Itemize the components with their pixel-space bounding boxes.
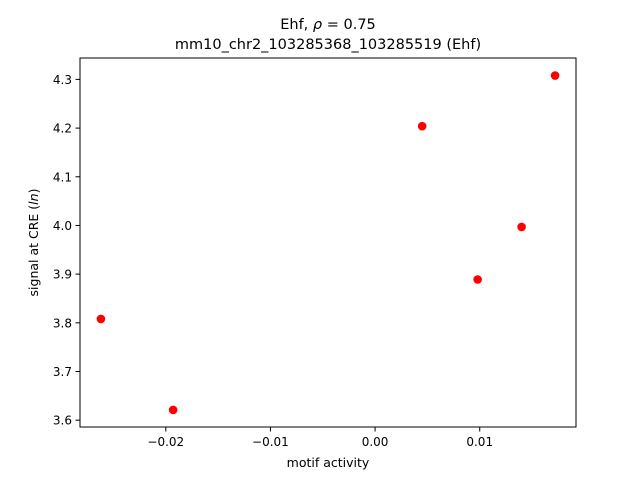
y-tick-label: 4.3 (53, 73, 72, 87)
scatter-point (417, 121, 427, 131)
x-tick-label: −0.02 (147, 435, 184, 449)
y-axis-label: signal at CRE (ln) (26, 189, 41, 297)
y-tick-label: 4.1 (53, 170, 72, 184)
scatter-point (96, 314, 106, 324)
y-tick-label: 4.2 (53, 122, 72, 136)
x-axis: −0.02 −0.01 0.00 0.01 (147, 427, 493, 449)
scatter-point (550, 71, 560, 80)
x-tick-label: −0.01 (252, 435, 289, 449)
chart-title-line1: Ehf, ρ = 0.75 (280, 17, 376, 33)
chart-title-line2: mm10_chr2_103285368_103285519 (Ehf) (175, 37, 481, 53)
y-axis-label-italic: ln (26, 193, 41, 204)
x-axis-label: motif activity (287, 455, 370, 470)
y-tick-label: 3.8 (53, 316, 72, 330)
chart-title-prefix: Ehf, (280, 17, 313, 33)
y-axis-label-prefix: signal at CRE ( (26, 205, 41, 297)
y-tick-label: 4.0 (53, 219, 72, 233)
plot-area-frame (79, 57, 577, 428)
y-tick-label: 3.6 (53, 414, 72, 428)
y-axis: 3.6 3.7 3.8 3.9 4.0 4.1 4.2 4.3 (53, 73, 80, 428)
y-tick-label: 3.7 (53, 365, 72, 379)
scatter-point (473, 275, 482, 284)
scatter-point (168, 405, 178, 415)
chart-title-rho-rest: = 0.75 (322, 17, 376, 33)
x-tick-label: 0.01 (466, 435, 493, 449)
chart-title-rho-symbol: ρ (313, 17, 323, 33)
scatter-point (517, 222, 526, 232)
y-axis-label-suffix: ) (26, 189, 41, 194)
x-tick-label: 0.00 (362, 435, 389, 449)
scatter-points (96, 71, 560, 415)
y-tick-label: 3.9 (53, 268, 72, 282)
